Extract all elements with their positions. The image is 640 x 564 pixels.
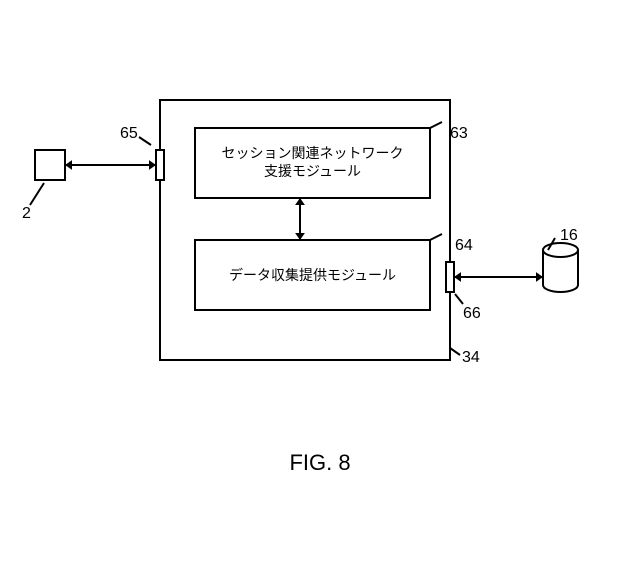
label-64: 64 [455, 237, 473, 254]
module1-line2: 支援モジュール [264, 163, 361, 179]
module-session-network: セッション関連ネットワーク支援モジュール 63 [195, 122, 468, 198]
port-left: 65 [120, 125, 164, 180]
external-left: 2 [22, 150, 65, 222]
external-right-cylinder: 16 [543, 227, 578, 292]
port-right: 66 [446, 262, 481, 322]
module2-line1: データ収集提供モジュール [229, 267, 396, 283]
module1-line1: セッション関連ネットワーク [222, 145, 404, 161]
arrow-left [65, 160, 156, 170]
label-34: 34 [462, 349, 480, 366]
label-63: 63 [450, 125, 468, 142]
label-2: 2 [22, 205, 31, 222]
arrow-right [454, 272, 543, 282]
label-65: 65 [120, 125, 138, 142]
label-16: 16 [560, 227, 578, 244]
figure-label: FIG. 8 [289, 450, 350, 475]
label-66: 66 [463, 305, 481, 322]
